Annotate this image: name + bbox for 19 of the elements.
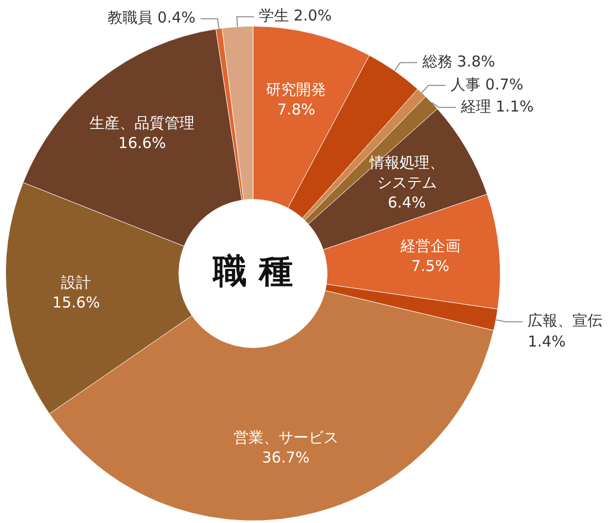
data-label: 15.6% bbox=[52, 293, 100, 312]
text: 職 種 bbox=[212, 251, 293, 292]
slice-label: 経理 1.1% bbox=[460, 97, 534, 116]
slice-label: 経営企画 bbox=[399, 237, 460, 256]
slice-label: 人事 0.7% bbox=[450, 75, 524, 94]
slice-label: 生産、品質管理 bbox=[90, 114, 195, 132]
data-label: 7.5% bbox=[411, 257, 450, 276]
data-label: 16.6% bbox=[118, 134, 166, 152]
slice-label: 設計 bbox=[61, 273, 92, 292]
slice-label: 学生 2.0% bbox=[258, 6, 332, 25]
slice-label: 総務 3.8% bbox=[421, 52, 496, 70]
slice-label: 教職員 0.4% bbox=[108, 8, 196, 27]
data-label: 7.8% bbox=[277, 100, 316, 119]
data-label: 1.4% bbox=[528, 332, 566, 351]
slice-label: 研究開発 bbox=[266, 80, 326, 99]
slice-label: 営業、サービス bbox=[233, 428, 338, 446]
data-label: 6.4% bbox=[388, 194, 426, 212]
data-label: 36.7% bbox=[262, 448, 310, 466]
slice-label: 広報、宣伝 bbox=[528, 312, 603, 330]
